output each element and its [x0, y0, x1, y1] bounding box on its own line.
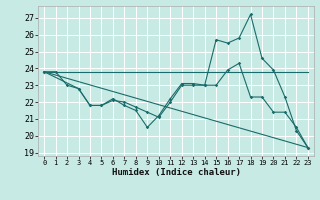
- X-axis label: Humidex (Indice chaleur): Humidex (Indice chaleur): [111, 168, 241, 177]
